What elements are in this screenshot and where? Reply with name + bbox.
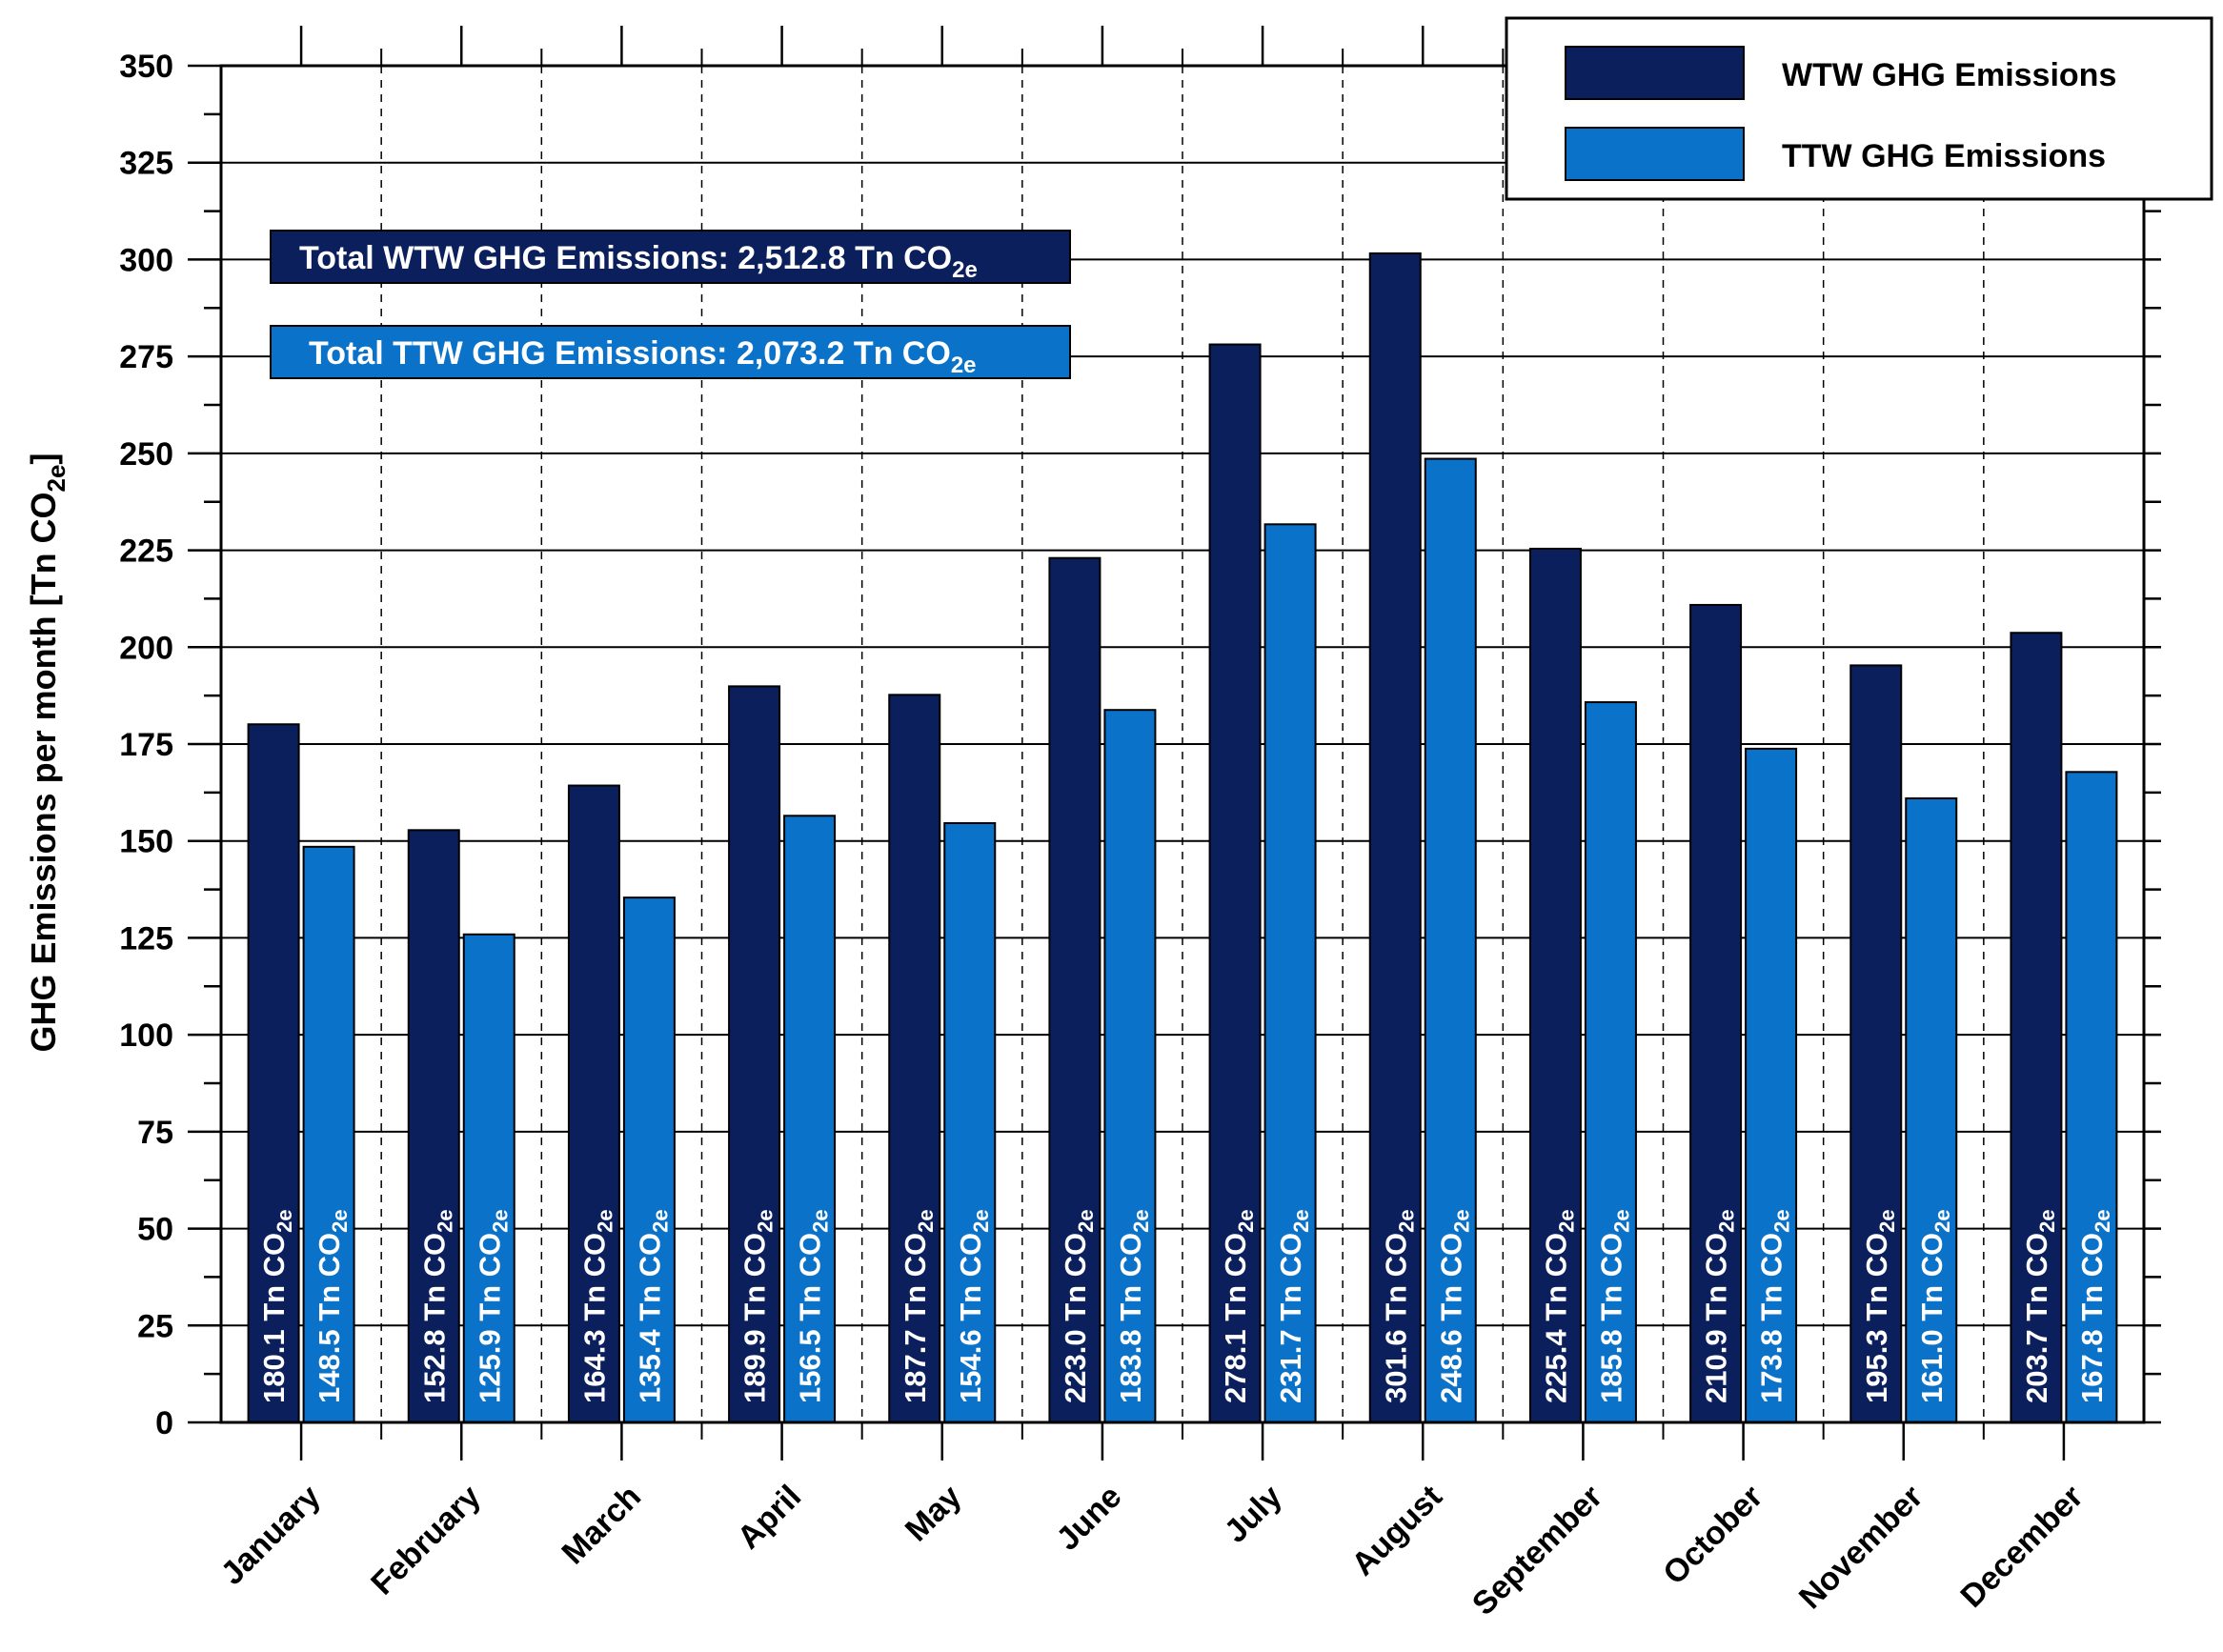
total-ttw-annotation-box [270,325,1071,379]
bar-wtw [1368,252,1422,1424]
bar-wtw [1689,603,1743,1423]
bar-value-label: 195.3 Tn CO2e [1860,1209,1899,1403]
bar-value-label: 210.9 Tn CO2e [1700,1209,1739,1403]
x-tick-label: May [899,1479,969,1549]
x-tick-label: April [731,1479,809,1557]
bar-wtw [567,784,620,1423]
bar-wtw [1048,556,1101,1423]
bar-value-label: 189.9 Tn CO2e [738,1209,778,1403]
bar-ttw [943,821,997,1423]
bar-value-label: 167.8 Tn CO2e [2075,1209,2114,1403]
bar-ttw [2065,771,2118,1423]
y-tick-label: 250 [119,436,173,473]
y-tick-label: 100 [119,1017,173,1054]
bar-value-label: 154.6 Tn CO2e [954,1209,993,1403]
bar-value-label: 225.4 Tn CO2e [1539,1209,1578,1403]
bar-value-label: 183.8 Tn CO2e [1114,1209,1153,1403]
bar-ttw [622,897,676,1423]
bar-value-label: 231.7 Tn CO2e [1274,1209,1313,1403]
y-tick-label: 125 [119,920,173,957]
bar-ttw [302,845,355,1423]
bar-value-label: 156.5 Tn CO2e [794,1209,833,1403]
y-tick-label: 350 [119,49,173,85]
x-tick-label: October [1656,1479,1769,1592]
total-ttw-annotation: Total TTW GHG Emissions: 2,073.2 Tn CO2e [270,325,1071,379]
x-tick-label: July [1218,1479,1289,1550]
bar-ttw [462,933,515,1423]
x-tick-labels: January February March April May June July Augu… [214,1479,2091,1622]
bar-value-label: 148.5 Tn CO2e [313,1209,352,1403]
bar-value-label: 164.3 Tn CO2e [577,1209,616,1403]
bar-value-label: 173.8 Tn CO2e [1755,1209,1794,1403]
data-labels: 180.1 Tn CO2e 152.8 Tn CO2e 164.3 Tn CO2e 1… [257,1209,2114,1403]
legend-label-wtw: WTW GHG Emissions [1782,57,2116,93]
bar-value-label: 187.7 Tn CO2e [899,1209,938,1403]
bar-wtw [888,694,941,1423]
total-wtw-annotation: Total WTW GHG Emissions: 2,512.8 Tn CO2e [270,230,1071,284]
bar-wtw [728,685,781,1423]
axis-ticks [188,26,2161,1461]
x-tick-label: December [1953,1479,2090,1615]
bars [247,252,2118,1424]
x-tick-label: March [555,1479,648,1572]
bar-ttw [1745,747,1798,1423]
bar-value-label: 125.9 Tn CO2e [473,1209,512,1403]
bar-value-label: 203.7 Tn CO2e [2020,1209,2059,1403]
legend-label-ttw: TTW GHG Emissions [1782,138,2106,174]
bar-ttw [783,815,837,1423]
bar-ttw [1103,709,1157,1423]
y-tick-label: 25 [137,1308,173,1344]
x-tick-label: June [1050,1479,1129,1558]
bar-wtw [2010,632,2063,1423]
x-tick-label: February [364,1479,488,1602]
y-tick-label: 275 [119,339,173,375]
legend-swatch-ttw [1565,127,1745,181]
bar-value-label: 135.4 Tn CO2e [633,1209,672,1403]
y-tick-label: 50 [137,1212,173,1248]
bar-ttw [1905,796,1958,1423]
bar-value-label: 161.0 Tn CO2e [1915,1209,1954,1403]
x-tick-label: August [1344,1479,1449,1583]
bar-wtw [1528,547,1582,1423]
y-tick-label: 0 [155,1405,173,1441]
bar-value-label: 248.6 Tn CO2e [1434,1209,1473,1403]
bar-ttw [1584,701,1637,1423]
legend: WTW GHG Emissions TTW GHG Emissions [1505,16,2213,201]
y-tick-label: 225 [119,534,173,570]
x-tick-label: November [1792,1479,1930,1616]
x-tick-label: January [214,1479,328,1592]
bar-value-label: 278.1 Tn CO2e [1219,1209,1258,1403]
bar-value-label: 223.0 Tn CO2e [1059,1209,1098,1403]
bar-value-label: 185.8 Tn CO2e [1594,1209,1633,1403]
bar-value-label: 152.8 Tn CO2e [417,1209,456,1403]
bar-wtw [1849,664,1903,1423]
y-tick-label: 175 [119,727,173,763]
legend-swatch-wtw [1565,46,1745,100]
bar-ttw [1424,457,1477,1423]
bar-value-label: 180.1 Tn CO2e [257,1209,296,1403]
total-ttw-annotation-text: Total TTW GHG Emissions: 2,073.2 Tn CO2e [309,335,977,378]
y-tick-label: 75 [137,1115,173,1151]
total-wtw-annotation-box [270,230,1071,284]
bar-ttw [1263,523,1317,1423]
y-tick-label: 325 [119,146,173,182]
y-tick-labels: 0 25 50 75 100 125 150 175 200 225 250 275 300 325 350 [119,49,173,1441]
y-tick-label: 300 [119,242,173,278]
total-wtw-annotation-text: Total WTW GHG Emissions: 2,512.8 Tn CO2e [299,240,978,283]
y-axis-title: GHG Emissions per month [Tn CO2e] [24,453,71,1053]
x-tick-label: September [1465,1479,1609,1622]
y-tick-label: 200 [119,630,173,666]
bar-value-label: 301.6 Tn CO2e [1379,1209,1418,1403]
y-tick-label: 150 [119,824,173,860]
